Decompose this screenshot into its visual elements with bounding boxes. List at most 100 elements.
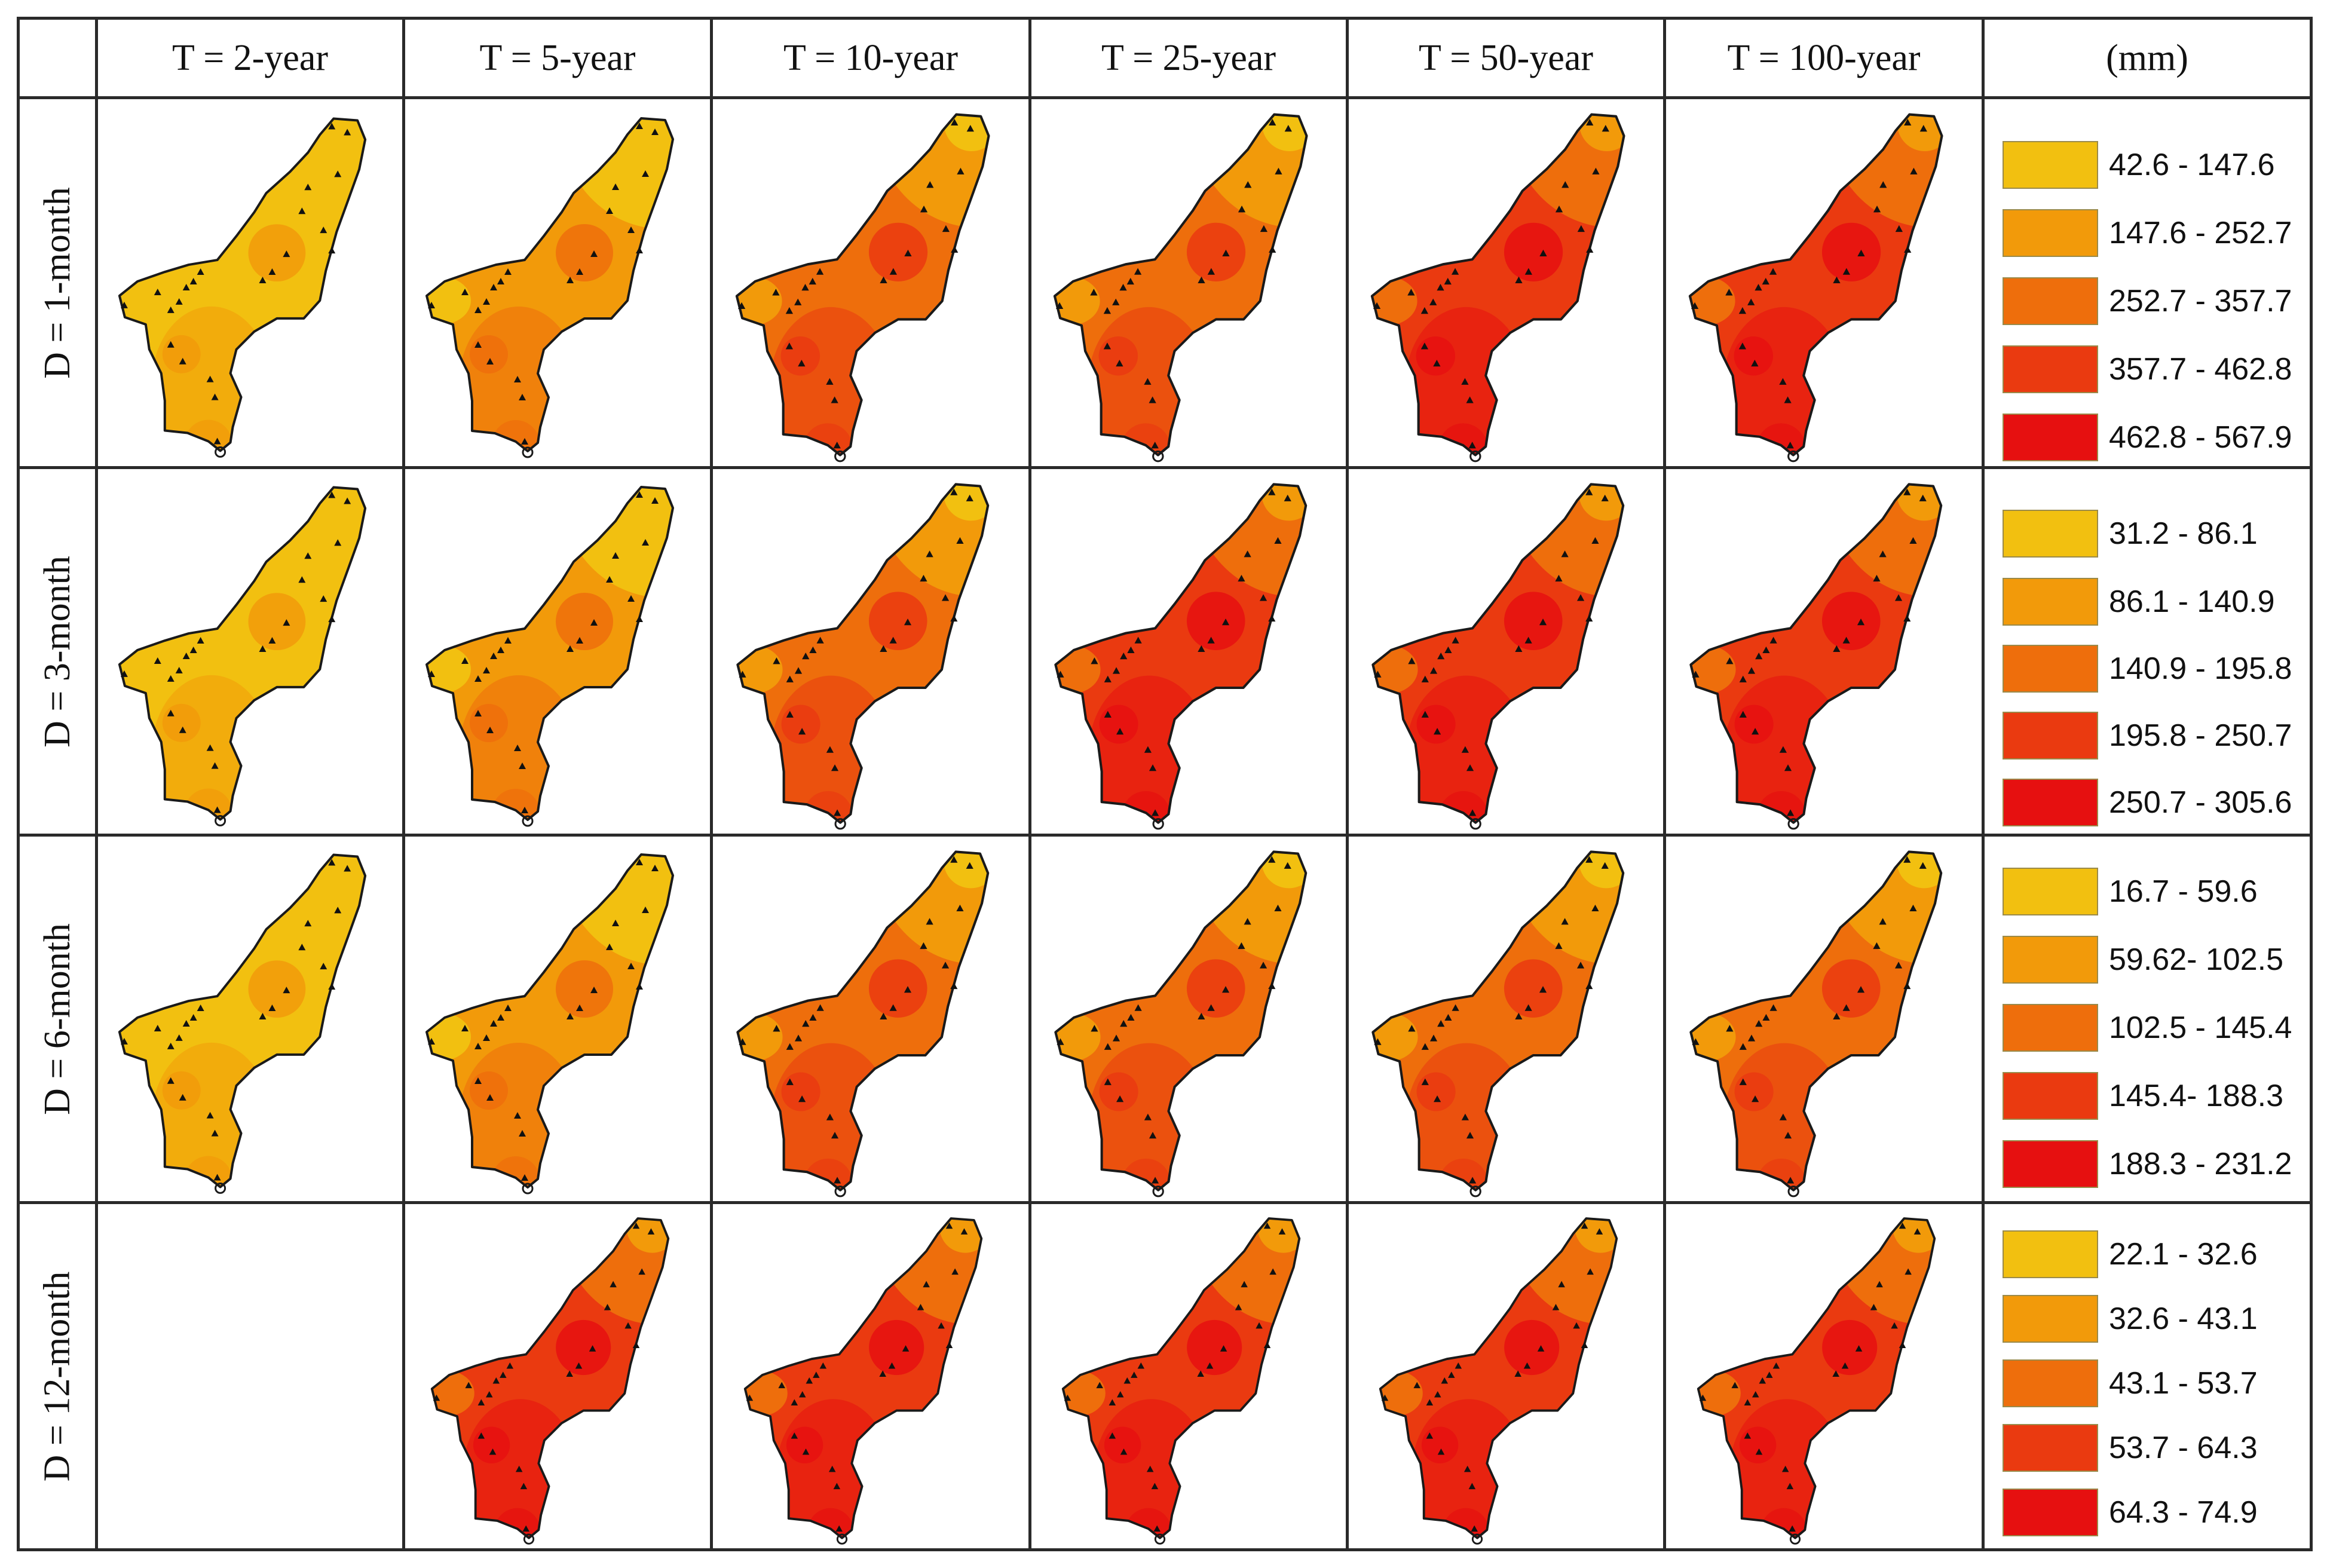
station-marker-icon: [1515, 645, 1523, 653]
station-marker-icon: [1452, 1004, 1459, 1011]
station-marker-icon: [1104, 1043, 1112, 1050]
station-marker-icon: [567, 1013, 574, 1019]
outlet-marker-icon: [523, 1533, 535, 1545]
station-marker-icon: [1842, 1004, 1850, 1011]
station-marker-icon: [904, 618, 912, 626]
station-marker-icon: [1879, 550, 1887, 558]
map-cell: [405, 469, 710, 834]
station-marker-icon: [1514, 1370, 1521, 1377]
station-marker-icon: [1091, 1025, 1098, 1032]
station-marker-icon: [283, 250, 290, 258]
station-marker-icon: [1408, 657, 1416, 664]
station-marker-icon: [1744, 1432, 1752, 1439]
legend-swatch: [2003, 510, 2098, 558]
station-marker-icon: [938, 1322, 945, 1329]
basin-map: [1689, 850, 1943, 1198]
station-marker-icon: [816, 636, 824, 644]
station-marker-icon: [1444, 277, 1452, 285]
station-marker-icon: [1452, 636, 1459, 644]
station-marker-icon: [636, 615, 643, 622]
station-marker-icon: [1855, 1345, 1863, 1352]
grid-line: [17, 1201, 2313, 1204]
grid-line: [17, 17, 20, 1551]
station-marker-icon: [1832, 1370, 1839, 1377]
station-marker-icon: [951, 118, 959, 126]
station-marker-icon: [1437, 1020, 1445, 1027]
legend-item: 357.7 - 462.8: [1985, 345, 2310, 393]
outlet-marker-icon: [215, 814, 226, 826]
station-marker-icon: [1561, 918, 1569, 925]
station-marker-icon: [504, 268, 512, 275]
station-marker-icon: [604, 1304, 611, 1310]
station-marker-icon: [945, 1222, 953, 1229]
station-marker-icon: [1586, 118, 1594, 126]
station-marker-icon: [1119, 284, 1127, 291]
basin-outline: [1371, 483, 1625, 824]
station-marker-icon: [651, 865, 659, 871]
basin-map: [743, 1217, 983, 1545]
map-cell: [1349, 1204, 1663, 1548]
station-marker-icon: [1903, 856, 1911, 863]
legend-label: 86.1 - 140.9: [2109, 584, 2275, 619]
station-marker-icon: [490, 653, 497, 659]
legend-swatch: [2003, 712, 2098, 760]
station-marker-icon: [1260, 225, 1268, 232]
grid-line: [2310, 17, 2313, 1551]
station-marker-icon: [831, 396, 838, 403]
station-marker-icon: [428, 1038, 435, 1045]
station-marker-icon: [1744, 1399, 1752, 1405]
basin-map: [425, 117, 674, 458]
station-marker-icon: [497, 1014, 504, 1021]
station-marker-icon: [1515, 276, 1523, 284]
station-marker-icon: [189, 1014, 197, 1021]
legend-item: 53.7 - 64.3: [1985, 1424, 2310, 1472]
station-marker-icon: [809, 277, 816, 285]
station-marker-icon: [831, 764, 839, 771]
station-marker-icon: [1112, 1034, 1120, 1042]
map-cell: [98, 837, 402, 1201]
station-marker-icon: [904, 249, 912, 256]
legend-swatch: [2003, 1140, 2098, 1188]
station-marker-icon: [1421, 1078, 1429, 1085]
station-marker-icon: [1274, 904, 1282, 912]
legend-swatch: [2003, 1295, 2098, 1343]
basin-map: [1371, 850, 1625, 1198]
station-marker-icon: [268, 637, 276, 644]
station-marker-icon: [809, 1013, 817, 1021]
station-marker-icon: [1873, 574, 1881, 582]
station-marker-icon: [334, 539, 342, 546]
station-marker-icon: [320, 226, 327, 234]
grid-line: [1028, 17, 1031, 1551]
station-marker-icon: [1274, 537, 1282, 544]
map-cell: [1349, 837, 1663, 1201]
legend-swatch: [2003, 345, 2098, 393]
station-marker-icon: [1429, 1034, 1438, 1042]
station-marker-icon: [1146, 1465, 1154, 1472]
legend-item: 140.9 - 195.8: [1985, 645, 2310, 693]
station-marker-icon: [521, 1174, 528, 1181]
station-marker-icon: [1585, 982, 1593, 990]
station-marker-icon: [1789, 1525, 1796, 1532]
station-marker-icon: [1055, 302, 1064, 310]
station-marker-icon: [213, 806, 221, 813]
station-marker-icon: [1238, 574, 1245, 582]
station-marker-icon: [1755, 1020, 1763, 1027]
row-label: D = 1-month: [36, 186, 78, 379]
station-marker-icon: [298, 944, 306, 951]
station-marker-icon: [1421, 675, 1429, 682]
station-marker-icon: [1144, 1113, 1152, 1120]
basin-outline: [1379, 1217, 1618, 1539]
legend-label: 43.1 - 53.7: [2109, 1366, 2258, 1401]
station-marker-icon: [632, 1222, 640, 1229]
legend-3-month: 31.2 - 86.1 86.1 - 140.9 140.9 - 195.8 1…: [1985, 469, 2310, 834]
legend-swatch: [2003, 209, 2098, 257]
legend-label: 59.62- 102.5: [2109, 942, 2284, 977]
col-header-units: (mm): [2106, 37, 2188, 78]
station-marker-icon: [515, 1465, 523, 1472]
legend-item: 188.3 - 231.2: [1985, 1140, 2310, 1188]
station-marker-icon: [1752, 1391, 1759, 1398]
basin-outline: [1371, 850, 1625, 1192]
station-marker-icon: [624, 1322, 632, 1329]
station-marker-icon: [794, 298, 802, 305]
map-cell: [713, 1204, 1028, 1548]
